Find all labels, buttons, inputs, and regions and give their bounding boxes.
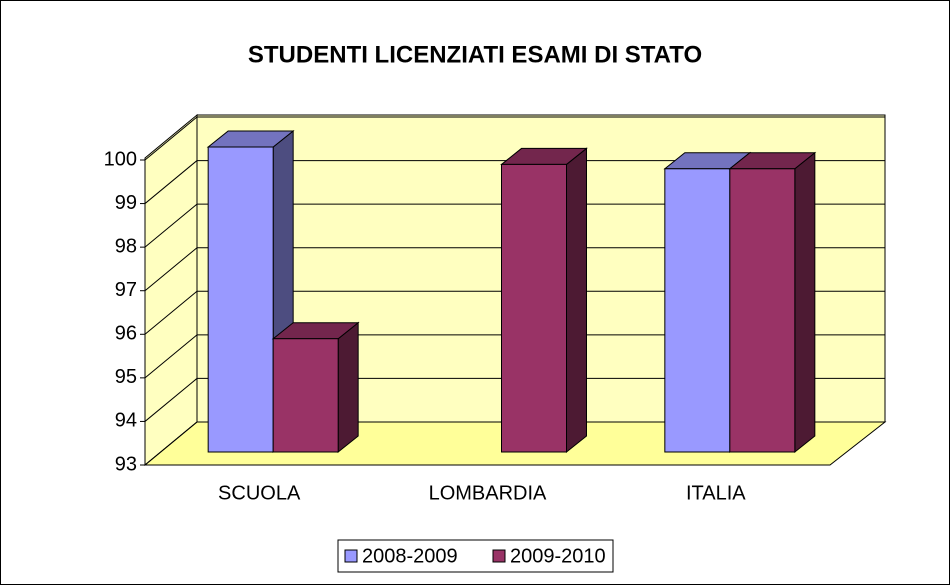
legend-box xyxy=(337,539,614,573)
legend-label: 2008-2009 xyxy=(362,545,458,567)
legend-swatch xyxy=(492,549,506,563)
grid-line xyxy=(144,378,198,422)
grid-line xyxy=(144,203,198,248)
bar-side xyxy=(566,147,587,454)
grid-line xyxy=(144,247,198,292)
bar-side xyxy=(794,151,816,454)
x-tick-label: SCUOLA xyxy=(218,482,301,504)
y-tick-label: 99 xyxy=(115,192,137,214)
legend-swatch xyxy=(344,549,358,563)
legend-label: 2009-2010 xyxy=(510,545,606,567)
y-tick-label: 96 xyxy=(115,323,137,345)
bar xyxy=(501,163,567,453)
y-tick-label: 100 xyxy=(104,148,137,170)
x-tick-label: ITALIA xyxy=(686,482,746,504)
bar-side xyxy=(337,321,359,454)
y-tick-label: 98 xyxy=(115,235,137,257)
bar xyxy=(729,168,796,453)
y-tick-label: 93 xyxy=(115,453,137,475)
bar xyxy=(272,338,339,453)
x-tick-label: LOMBARDIA xyxy=(429,482,547,504)
y-tick-label: 94 xyxy=(115,410,137,432)
bar xyxy=(207,146,274,453)
grid-line xyxy=(144,160,198,204)
bar xyxy=(664,168,731,453)
grid-line xyxy=(144,334,198,379)
grid-line xyxy=(144,116,198,161)
grid-line xyxy=(144,290,198,335)
grid-line xyxy=(144,421,198,466)
y-tick-label: 97 xyxy=(115,279,137,301)
chart-title: STUDENTI LICENZIATI ESAMI DI STATO xyxy=(248,41,702,68)
y-tick-label: 95 xyxy=(115,366,137,388)
